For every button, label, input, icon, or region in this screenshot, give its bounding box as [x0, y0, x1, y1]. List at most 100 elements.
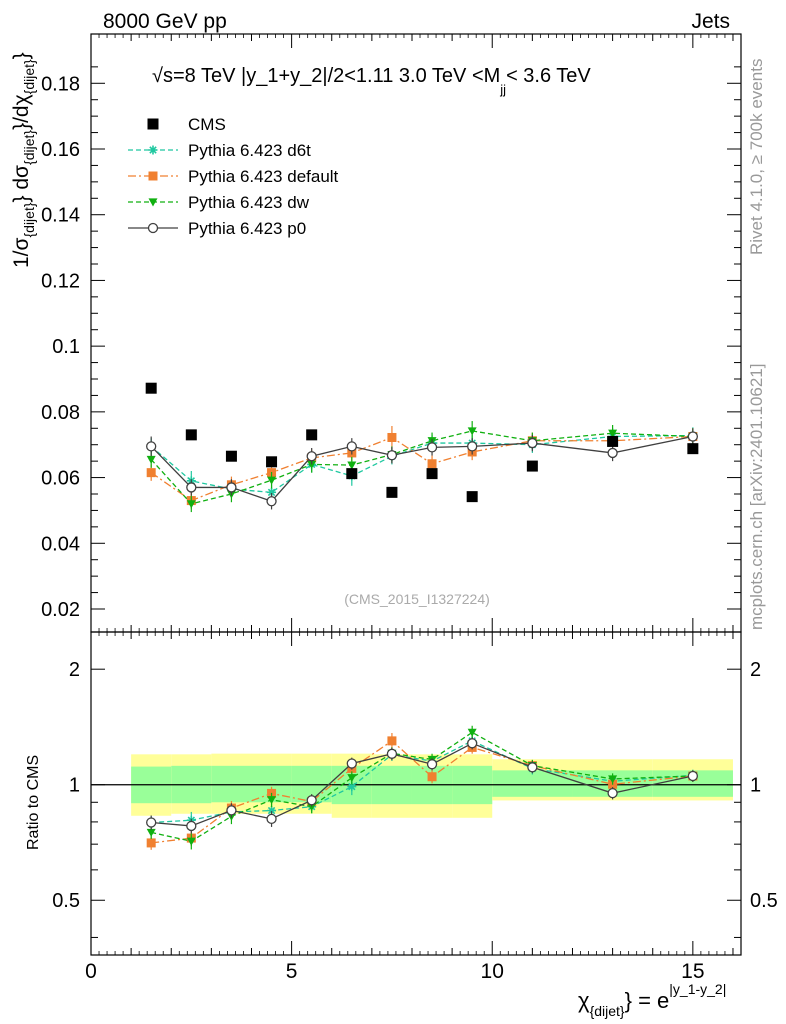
ratio-point: [426, 759, 438, 770]
legend-entry-pythia-6-423-p0: Pythia 6.423 p0: [128, 219, 306, 238]
legend-entry-pythia-6-423-dw: Pythia 6.423 dw: [128, 193, 310, 212]
ratio-point: [186, 837, 196, 846]
data-point: [306, 451, 317, 462]
ratio-y-tick-label-right: 1: [750, 775, 761, 797]
ratio-point: [608, 775, 618, 784]
main-y-tick-label: 0.04: [41, 533, 80, 555]
legend: CMS Pythia 6.423 d6t Pythia 6.423 default P…: [128, 115, 339, 238]
ratio-y-tick-label-left: 1: [69, 775, 80, 797]
main-y-axis-label: 1/σ{dijet}} dσ{dijet}}/dχ{dijet}}: [10, 52, 37, 268]
legend-marker: [148, 145, 158, 155]
ratio-point: [347, 774, 357, 783]
header-left-label: 8000 GeV pp: [103, 10, 227, 33]
ratio-point: [267, 806, 277, 816]
ratio-point: [266, 813, 277, 825]
ratio-y-axis-label: Ratio to CMS: [25, 755, 42, 850]
data-point: [387, 432, 397, 442]
data-point: [267, 487, 277, 497]
ratio-point: [306, 795, 317, 806]
series-cms: [145, 382, 699, 503]
series-pythia-6-423-p0: [146, 428, 699, 510]
ratio-point: [687, 770, 699, 782]
data-point: [306, 429, 318, 441]
x-tick-label: 10: [481, 960, 504, 983]
main-plot-series: [145, 382, 699, 513]
legend-label: Pythia 6.423 default: [188, 167, 339, 186]
legend-entry-pythia-6-423-default: Pythia 6.423 default: [128, 167, 339, 186]
ratio-point: [427, 772, 437, 782]
data-point: [346, 468, 358, 480]
title-end: < 3.6 TeV: [506, 65, 591, 87]
legend-label: Pythia 6.423 p0: [188, 219, 306, 238]
data-point: [526, 460, 538, 472]
ratio-point: [186, 820, 197, 832]
ratio-band-inner: [211, 765, 252, 803]
side-label-mcplots: mcplots.cern.ch [arXiv:2401.10621]: [747, 364, 766, 630]
ratio-point: [467, 728, 477, 737]
ratio-plot-frame: [90, 631, 742, 956]
ratio-point: [226, 805, 237, 816]
ratio-point: [146, 838, 156, 848]
data-point: [145, 382, 157, 394]
data-point: [687, 443, 699, 455]
data-point: [607, 435, 619, 447]
legend-marker: [147, 118, 159, 130]
ratio-point: [527, 762, 538, 773]
legend-label: CMS: [188, 115, 226, 134]
title-sub: jj: [499, 82, 506, 97]
legend-marker: [148, 171, 158, 181]
x-axis-label: χ{dijet}} = e|y_1-y_2|: [578, 981, 726, 1019]
ratio-series-line: [151, 731, 693, 842]
main-plot-title: √s=8 TeV |y_1+y_2|/2<1.11 3.0 TeV <Mjj< …: [152, 65, 591, 97]
axis-ticks: [90, 34, 741, 955]
x-tick-label: 15: [681, 960, 704, 983]
data-point: [467, 427, 477, 436]
ratio-point: [146, 817, 157, 828]
ratio-point: [346, 758, 357, 769]
series-line: [150, 430, 693, 505]
main-y-tick-label: 0.06: [41, 468, 80, 490]
data-point: [427, 459, 437, 469]
data-point: [426, 468, 438, 480]
data-point: [146, 441, 157, 452]
main-y-tick-label: 0.14: [41, 205, 80, 227]
data-point: [146, 468, 156, 478]
series-line: [150, 434, 693, 494]
header-right-label: Jets: [691, 10, 730, 33]
x-tick-label: 5: [286, 960, 298, 983]
legend-marker: [147, 222, 159, 234]
legend-label: Pythia 6.423 d6t: [188, 141, 311, 160]
series-line: [150, 435, 693, 502]
main-y-tick-label: 0.02: [41, 599, 80, 621]
side-label-rivet: Rivet 4.1.0, ≥ 700k events: [747, 59, 766, 255]
main-y-tick-label: 0.1: [52, 336, 80, 358]
data-point: [467, 441, 478, 452]
ratio-y-tick-label-right: 2: [750, 659, 761, 681]
data-point: [186, 482, 197, 493]
data-point: [466, 491, 478, 503]
data-point: [608, 429, 618, 438]
legend-entry-pythia-6-423-d6t: Pythia 6.423 d6t: [128, 141, 311, 160]
ratio-point: [146, 828, 156, 837]
main-y-tick-label: 0.16: [41, 139, 80, 161]
legend-marker: [148, 198, 158, 207]
ratio-y-tick-label-left: 0.5: [52, 890, 80, 912]
ratio-series-line: [151, 742, 693, 827]
data-point: [386, 486, 398, 498]
ratio-point: [347, 782, 357, 792]
ratio-point: [307, 803, 317, 812]
data-point: [386, 450, 398, 461]
title-text: s=8 TeV |y_1+y_2|/2<1.11 3.0 TeV <M: [163, 65, 500, 87]
data-point: [185, 429, 197, 441]
ratio-plot-series: [146, 725, 699, 850]
analysis-watermark: (CMS_2015_I1327224): [344, 591, 490, 607]
data-point: [226, 482, 237, 493]
ratio-point: [386, 748, 398, 759]
data-point: [146, 455, 156, 464]
ratio-point: [467, 738, 478, 749]
data-point: [346, 441, 357, 452]
data-point: [527, 437, 538, 449]
data-point: [225, 450, 237, 462]
ratio-point: [267, 796, 277, 805]
